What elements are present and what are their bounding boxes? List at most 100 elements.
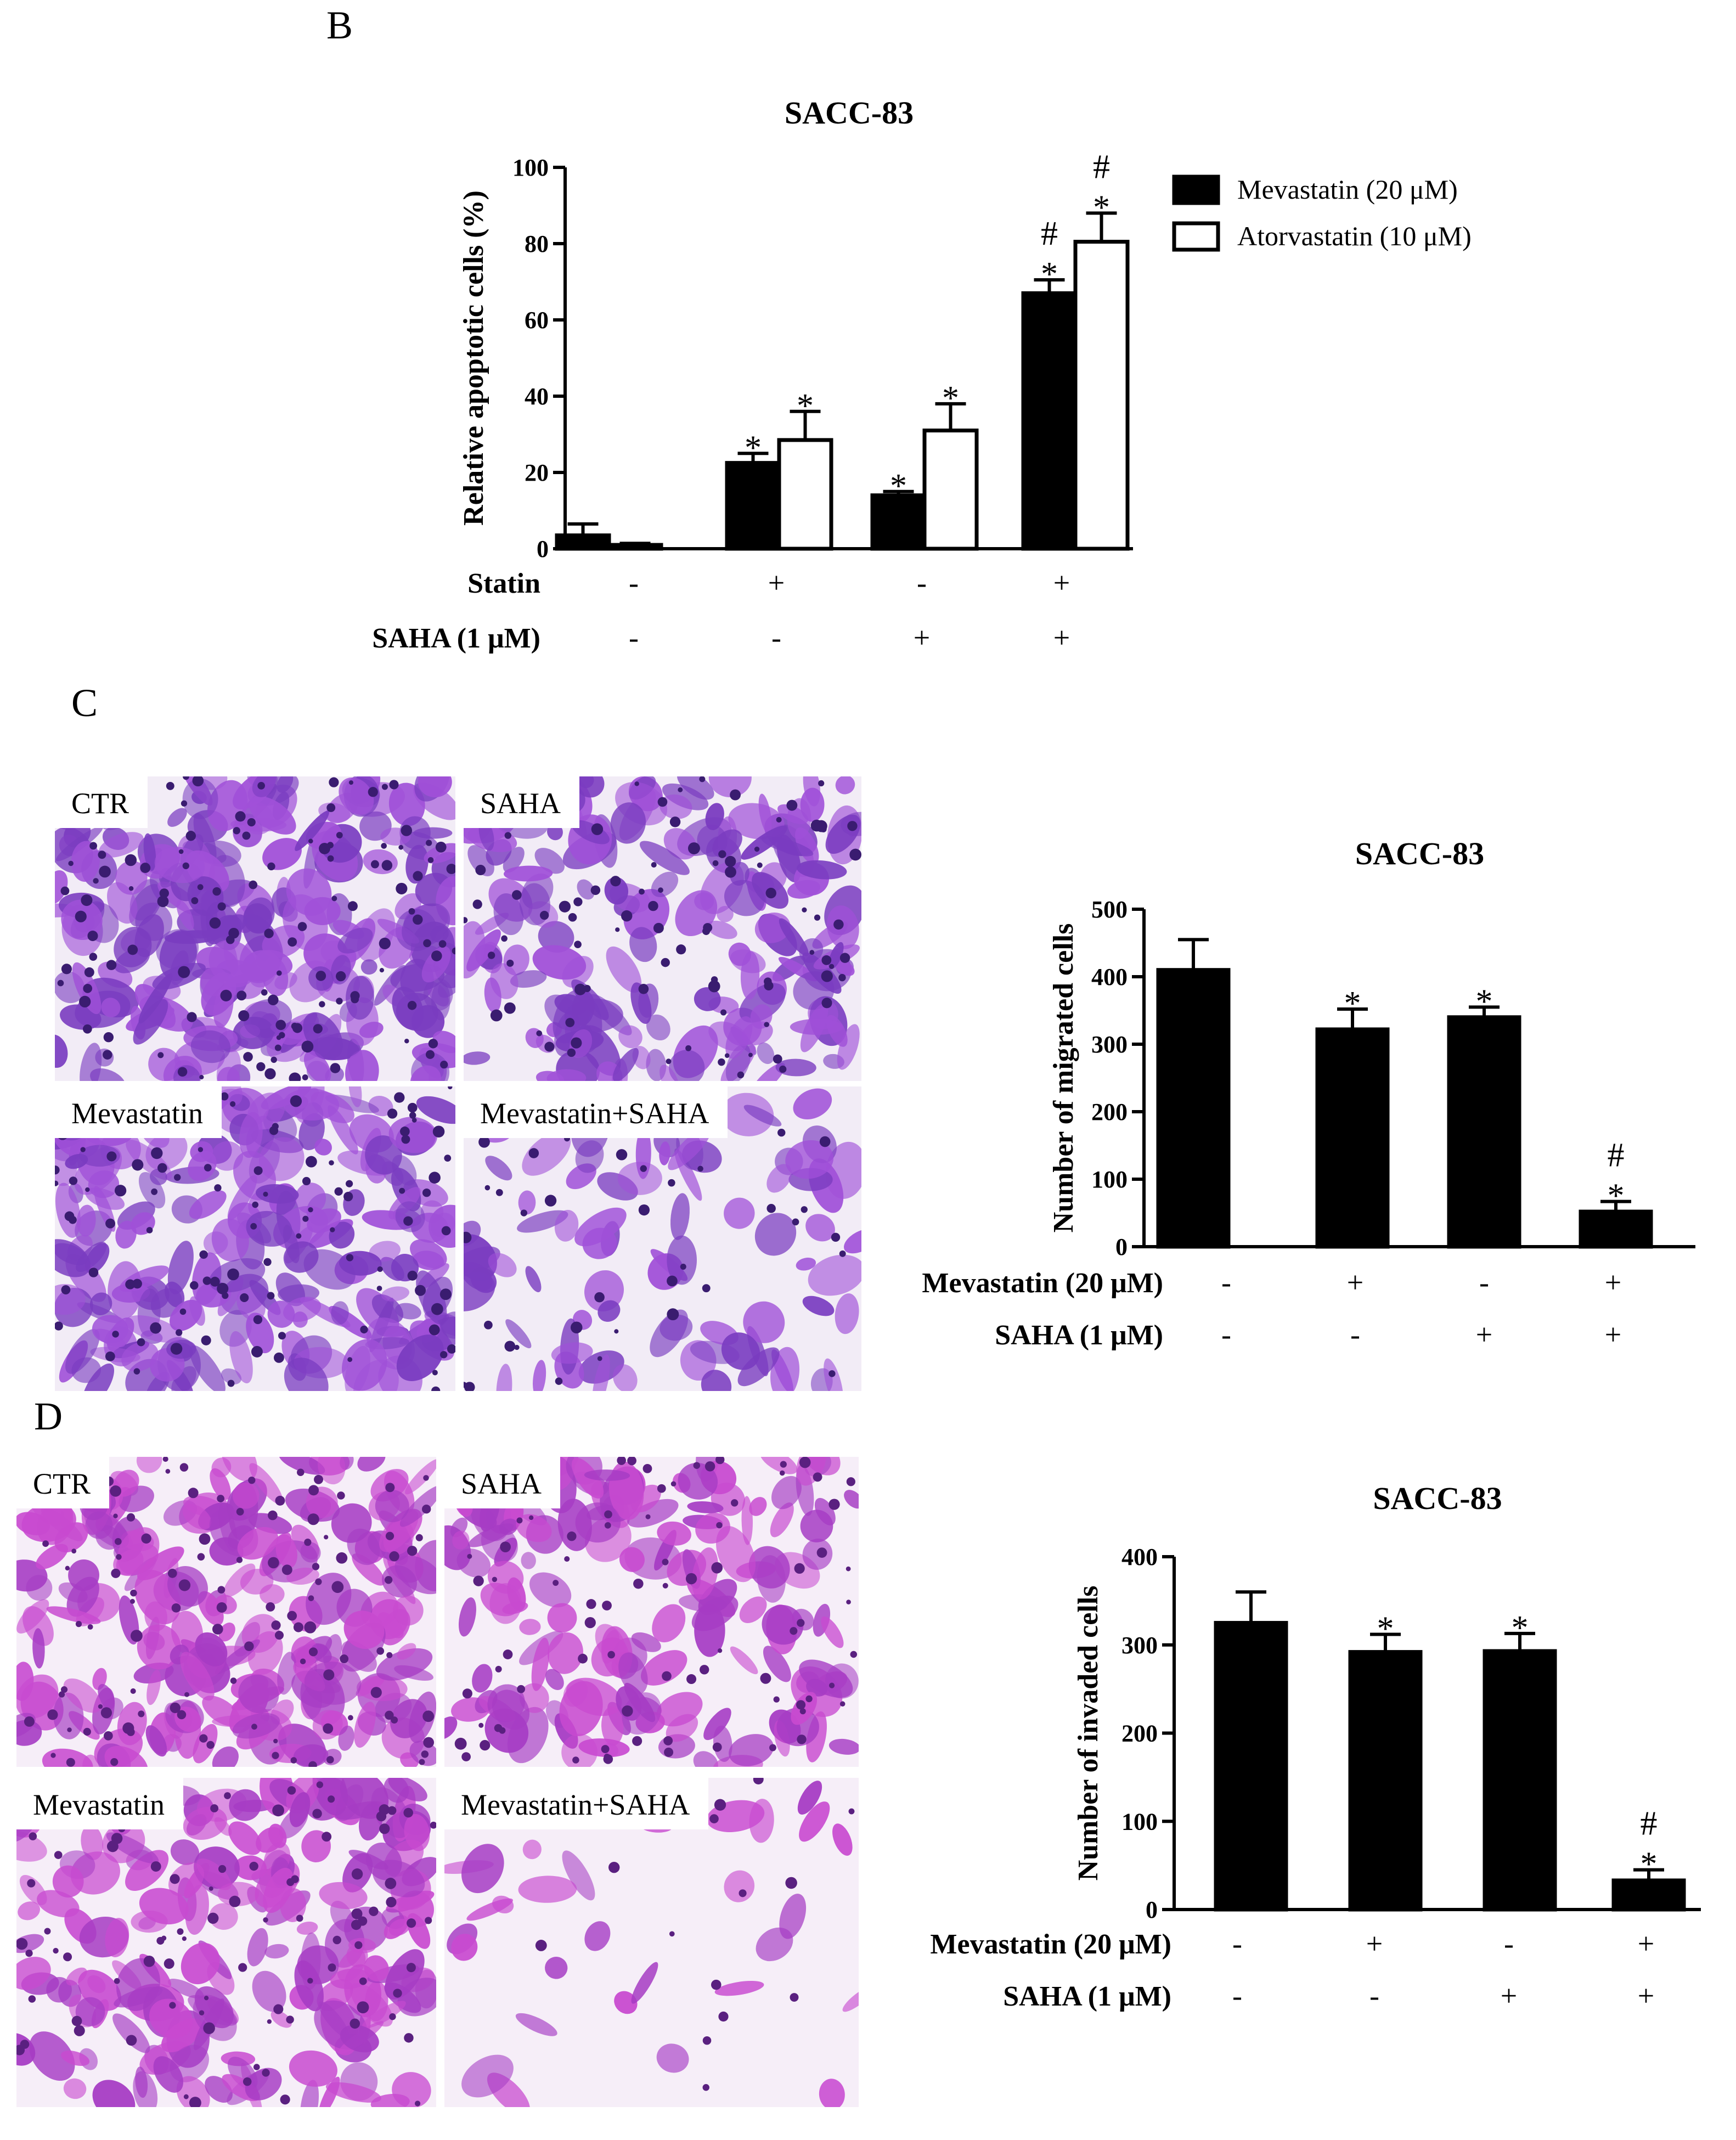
stained-cell (824, 1358, 843, 1391)
cell-nucleus (57, 979, 64, 987)
stained-cell (207, 915, 238, 945)
cell-nucleus (504, 1341, 516, 1352)
cell-nucleus (177, 1710, 187, 1720)
cell-nucleus (429, 1324, 440, 1336)
stained-cell (289, 2050, 337, 2087)
significance-asterisk: * (1377, 1610, 1394, 1647)
cell-nucleus (27, 1879, 36, 1888)
significance-asterisk: * (1093, 189, 1110, 226)
cell-nucleus (217, 1282, 229, 1294)
stained-cell (229, 1331, 253, 1384)
cell-nucleus (113, 1513, 118, 1518)
stained-cell (85, 1511, 113, 1539)
cell-nucleus (162, 1457, 168, 1462)
cell-nucleus (419, 1759, 425, 1765)
cell-nucleus (300, 1658, 306, 1665)
cell-nucleus (544, 1041, 555, 1052)
cell-nucleus (319, 842, 330, 854)
stained-cell (237, 1527, 279, 1560)
stained-cell (210, 1468, 231, 1500)
cell-nucleus (454, 1737, 467, 1750)
micrograph-tile: SAHA (444, 1457, 859, 1767)
significance-hash: # (1041, 215, 1058, 252)
cell-nucleus (68, 860, 74, 866)
stained-cell (421, 946, 451, 983)
bar (922, 429, 979, 551)
stained-cell (606, 946, 642, 993)
stained-cell (279, 1457, 325, 1475)
significance-asterisk: * (890, 468, 907, 505)
cell-nucleus (199, 1734, 208, 1743)
cell-nucleus (555, 1377, 563, 1385)
cell-nucleus (425, 1050, 435, 1059)
micrograph-tile: SAHA (464, 776, 861, 1081)
cell-nucleus (114, 1185, 127, 1197)
cell-nucleus (261, 989, 268, 996)
stained-cell (641, 1650, 687, 1686)
y-axis-label: Relative apoptotic cells (%) (458, 190, 489, 526)
bar (1021, 291, 1078, 551)
micrograph-tile: CTR (16, 1457, 436, 1767)
stained-cell (249, 796, 296, 835)
stained-cell (284, 1358, 329, 1391)
cell-nucleus (322, 1832, 332, 1842)
y-axis-label: Number of invaded cells (1073, 1586, 1104, 1881)
cell-nucleus (315, 1578, 322, 1585)
stained-cell (659, 1141, 670, 1165)
stained-cell (670, 1193, 690, 1240)
stained-cell (716, 1526, 756, 1583)
significance-hash: # (1641, 1805, 1658, 1843)
stained-cell (805, 1214, 835, 1242)
cell-nucleus (127, 944, 138, 955)
cell-nucleus (403, 1807, 413, 1818)
stained-cell (394, 1665, 433, 1681)
stained-cell (743, 1301, 785, 1343)
stained-cell (181, 1942, 220, 1985)
cell-nucleus (75, 910, 87, 922)
stained-cell (295, 810, 329, 851)
stained-cell (135, 2066, 148, 2098)
cell-nucleus (106, 1151, 117, 1162)
stained-cell (410, 1239, 447, 1269)
stained-cell (190, 1030, 231, 1063)
stained-cell (521, 1552, 536, 1569)
factor-row-label: Mevastatin (20 μM) (930, 1929, 1171, 1960)
stained-cell (748, 1546, 790, 1589)
stained-cell (452, 1530, 470, 1550)
cell-nucleus (790, 1627, 798, 1635)
stained-cell (170, 1299, 202, 1331)
cell-nucleus (334, 1187, 343, 1196)
stained-cell (394, 1555, 436, 1595)
cell-nucleus (757, 862, 763, 868)
cell-nucleus (708, 980, 720, 993)
stained-cell (246, 1313, 274, 1354)
cell-nucleus (174, 1174, 181, 1181)
cell-nucleus (351, 1868, 363, 1880)
cell-nucleus (331, 1581, 344, 1593)
cell-nucleus (146, 1227, 153, 1234)
cell-nucleus (280, 2094, 290, 2105)
cell-nucleus (431, 950, 442, 961)
cell-nucleus (327, 855, 334, 862)
cell-nucleus (720, 1009, 727, 1016)
cell-nucleus (253, 2064, 260, 2070)
cell-nucleus (267, 862, 275, 871)
cell-nucleus (838, 973, 846, 982)
stained-cell (90, 1347, 140, 1362)
micrograph-tile: Mevastatin (16, 1778, 436, 2107)
stained-cell (663, 828, 697, 860)
stained-cell (551, 1342, 593, 1364)
stained-cell (75, 1997, 105, 2026)
cell-nucleus (839, 1250, 846, 1257)
cell-nucleus (427, 857, 434, 863)
cell-nucleus (206, 1741, 215, 1749)
cell-nucleus (55, 1165, 60, 1175)
cell-nucleus (731, 1499, 739, 1507)
invasion-bar-chart: SACC-83 0 100 200 300 400 Number of invaded ce… (930, 1480, 1701, 2012)
stained-cell (464, 1051, 491, 1065)
cell-nucleus (199, 1074, 204, 1080)
cell-nucleus (105, 1218, 115, 1229)
cell-nucleus (236, 1557, 243, 1563)
cell-nucleus (514, 1344, 520, 1350)
apoptosis-bar-chart: SACC-83 0 20 40 60 80 100 Relative apoptotic ce… (372, 95, 1472, 654)
